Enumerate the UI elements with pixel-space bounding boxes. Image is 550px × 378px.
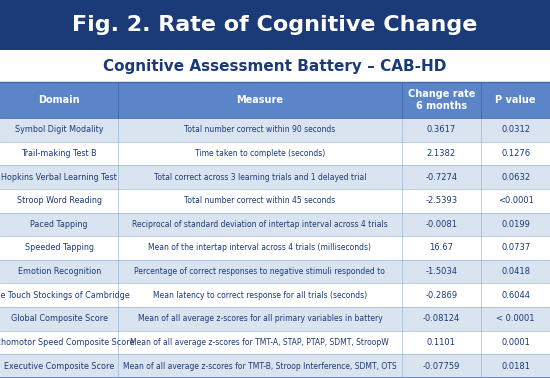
Bar bbox=[0, 307, 550, 331]
Text: Psychomotor Speed Composite Score: Psychomotor Speed Composite Score bbox=[0, 338, 135, 347]
Text: 0.0001: 0.0001 bbox=[501, 338, 530, 347]
Text: Global Composite Score: Global Composite Score bbox=[10, 314, 108, 324]
Text: Total number correct within 90 seconds: Total number correct within 90 seconds bbox=[184, 125, 336, 134]
Text: 16.67: 16.67 bbox=[430, 243, 453, 253]
Text: Total number correct within 45 seconds: Total number correct within 45 seconds bbox=[184, 196, 336, 205]
Bar bbox=[0, 284, 550, 307]
Text: Speeded Tapping: Speeded Tapping bbox=[25, 243, 94, 253]
Text: <0.0001: <0.0001 bbox=[498, 196, 534, 205]
Bar bbox=[0, 236, 550, 260]
Text: 0.0632: 0.0632 bbox=[501, 173, 530, 181]
Bar bbox=[0, 260, 550, 284]
Bar bbox=[0, 0, 550, 50]
Bar bbox=[0, 50, 550, 82]
Text: -2.5393: -2.5393 bbox=[425, 196, 458, 205]
Text: Mean latency to correct response for all trials (seconds): Mean latency to correct response for all… bbox=[153, 291, 367, 300]
Text: Time taken to complete (seconds): Time taken to complete (seconds) bbox=[195, 149, 325, 158]
Text: 0.0312: 0.0312 bbox=[501, 125, 530, 134]
Text: 0.0737: 0.0737 bbox=[501, 243, 530, 253]
Bar bbox=[0, 331, 550, 354]
Text: -0.08124: -0.08124 bbox=[423, 314, 460, 324]
Text: Percentage of correct responses to negative stimuli responded to: Percentage of correct responses to negat… bbox=[134, 267, 386, 276]
Text: Cognitive Assessment Battery – CAB-HD: Cognitive Assessment Battery – CAB-HD bbox=[103, 59, 447, 73]
Text: Mean of all average z-scores for TMT-B, Stroop Interference, SDMT, OTS: Mean of all average z-scores for TMT-B, … bbox=[123, 362, 397, 371]
Text: 0.0181: 0.0181 bbox=[501, 362, 530, 371]
Text: 0.0199: 0.0199 bbox=[501, 220, 530, 229]
Bar bbox=[0, 142, 550, 165]
Text: Executive Composite Score: Executive Composite Score bbox=[4, 362, 114, 371]
Text: Fig. 2. Rate of Cognitive Change: Fig. 2. Rate of Cognitive Change bbox=[72, 15, 478, 35]
Text: Emotion Recognition: Emotion Recognition bbox=[18, 267, 101, 276]
Text: 0.3617: 0.3617 bbox=[427, 125, 456, 134]
Text: Trail-making Test B: Trail-making Test B bbox=[21, 149, 97, 158]
Text: Measure: Measure bbox=[236, 95, 283, 105]
Text: -0.0081: -0.0081 bbox=[425, 220, 458, 229]
Text: One Touch Stockings of Cambridge: One Touch Stockings of Cambridge bbox=[0, 291, 129, 300]
Text: Total correct across 3 learning trials and 1 delayed trial: Total correct across 3 learning trials a… bbox=[153, 173, 366, 181]
Text: Symbol Digit Modality: Symbol Digit Modality bbox=[15, 125, 103, 134]
Text: -0.7274: -0.7274 bbox=[425, 173, 458, 181]
Text: Hopkins Verbal Learning Test: Hopkins Verbal Learning Test bbox=[1, 173, 117, 181]
Text: P value: P value bbox=[496, 95, 536, 105]
Text: Change rate
6 months: Change rate 6 months bbox=[408, 89, 475, 111]
Bar bbox=[0, 212, 550, 236]
Text: 2.1382: 2.1382 bbox=[427, 149, 456, 158]
Bar bbox=[0, 189, 550, 212]
Text: -0.2869: -0.2869 bbox=[425, 291, 458, 300]
Bar bbox=[0, 82, 550, 118]
Text: -0.07759: -0.07759 bbox=[423, 362, 460, 371]
Text: Stroop Word Reading: Stroop Word Reading bbox=[16, 196, 102, 205]
Text: 0.6044: 0.6044 bbox=[501, 291, 530, 300]
Text: < 0.0001: < 0.0001 bbox=[496, 314, 535, 324]
Text: 0.1276: 0.1276 bbox=[501, 149, 530, 158]
Text: Mean of all average z-scores for TMT-A, STAP, PTAP, SDMT, StroopW: Mean of all average z-scores for TMT-A, … bbox=[130, 338, 389, 347]
Text: 0.1101: 0.1101 bbox=[427, 338, 456, 347]
Text: 0.0418: 0.0418 bbox=[501, 267, 530, 276]
Text: Reciprocal of standard deviation of intertap interval across 4 trials: Reciprocal of standard deviation of inte… bbox=[132, 220, 388, 229]
Bar bbox=[0, 118, 550, 142]
Text: Paced Tapping: Paced Tapping bbox=[30, 220, 88, 229]
Text: Mean of all average z-scores for all primary variables in battery: Mean of all average z-scores for all pri… bbox=[138, 314, 382, 324]
Text: -1.5034: -1.5034 bbox=[425, 267, 458, 276]
Text: Mean of the intertap interval across 4 trials (milliseconds): Mean of the intertap interval across 4 t… bbox=[148, 243, 371, 253]
Text: Domain: Domain bbox=[39, 95, 80, 105]
Bar bbox=[0, 354, 550, 378]
Bar bbox=[0, 165, 550, 189]
